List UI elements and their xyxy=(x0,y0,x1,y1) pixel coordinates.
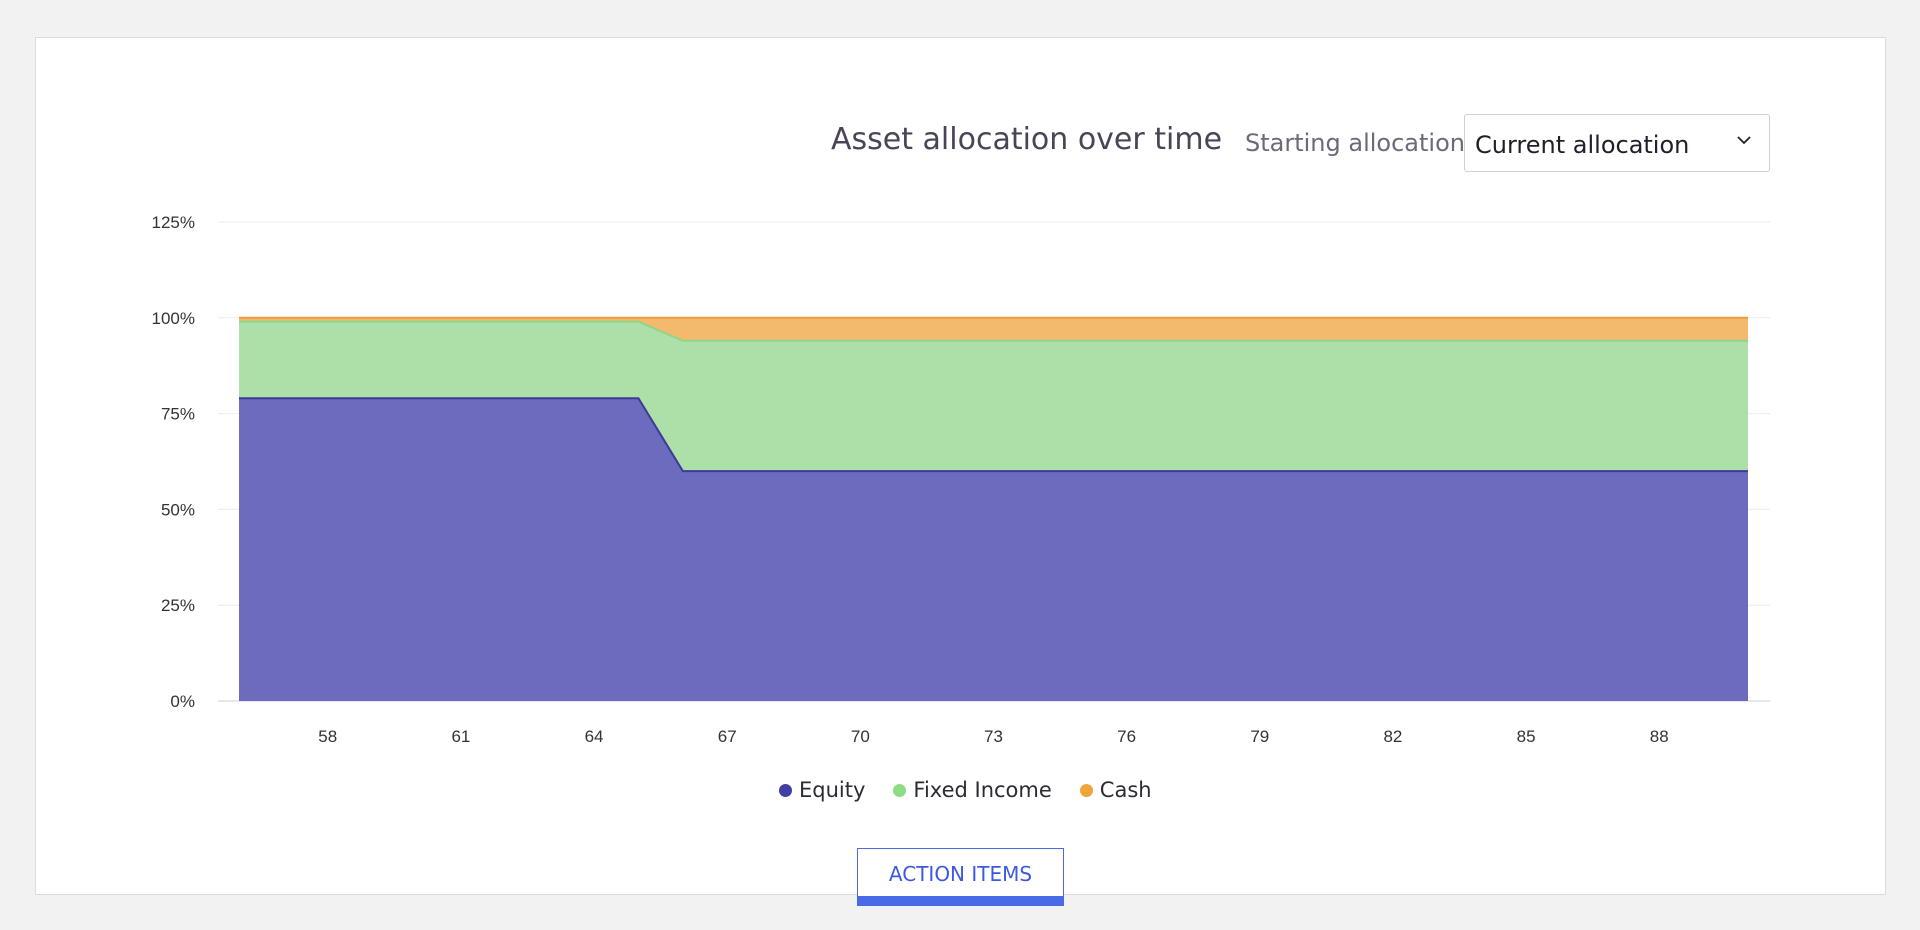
y-tick-label: 125% xyxy=(152,213,195,232)
legend-cash-marker xyxy=(1079,783,1093,797)
y-tick-label: 100% xyxy=(152,309,195,328)
x-tick-label: 58 xyxy=(318,727,337,746)
y-tick-label: 75% xyxy=(161,405,195,424)
legend-item-fixed-income[interactable]: Fixed Income xyxy=(893,778,1052,802)
fixed-income-line xyxy=(239,320,1748,342)
x-tick-label: 76 xyxy=(1117,727,1136,746)
y-tick-label: 25% xyxy=(161,596,195,615)
legend-equity-label: Equity xyxy=(799,778,866,802)
x-tick-label: 64 xyxy=(585,727,604,746)
starting-allocation-label: Starting allocation: xyxy=(1245,129,1474,157)
cash-area xyxy=(239,317,1748,341)
allocation-area-chart: 0% 25% 50% 75% 100% 125% 58 61 64 67 70 73 76 79 82 85 8… xyxy=(152,213,1770,746)
y-tick-label: 50% xyxy=(161,500,195,519)
x-tick-label: 79 xyxy=(1250,727,1269,746)
x-tick-label: 73 xyxy=(984,727,1003,746)
chevron-down-icon xyxy=(1737,136,1751,145)
legend-item-equity[interactable]: Equity xyxy=(779,778,865,802)
x-tick-label: 82 xyxy=(1383,727,1402,746)
starting-allocation-value: Current allocation xyxy=(1475,131,1690,159)
x-tick-label: 88 xyxy=(1650,727,1669,746)
legend-fixed-income-marker xyxy=(893,783,907,797)
equity-line xyxy=(239,397,1748,473)
starting-allocation-select[interactable]: Current allocation xyxy=(1464,114,1770,172)
equity-area xyxy=(239,398,1748,701)
legend-fixed-income-label: Fixed Income xyxy=(913,778,1052,802)
x-tick-label: 85 xyxy=(1517,727,1536,746)
action-items-button[interactable]: ACTION ITEMS xyxy=(857,848,1064,906)
legend-equity-marker xyxy=(779,783,792,797)
fixed-income-area xyxy=(239,321,1748,472)
x-tick-label: 70 xyxy=(851,727,870,746)
x-tick-label: 67 xyxy=(718,727,737,746)
legend-item-cash[interactable]: Cash xyxy=(1079,778,1152,802)
chart-title: Asset allocation over time xyxy=(831,122,1223,157)
y-tick-label: 0% xyxy=(170,692,195,711)
chart-legend: Equity Fixed Income Cash xyxy=(779,778,1152,802)
legend-cash-label: Cash xyxy=(1099,778,1152,802)
x-tick-label: 61 xyxy=(451,727,470,746)
